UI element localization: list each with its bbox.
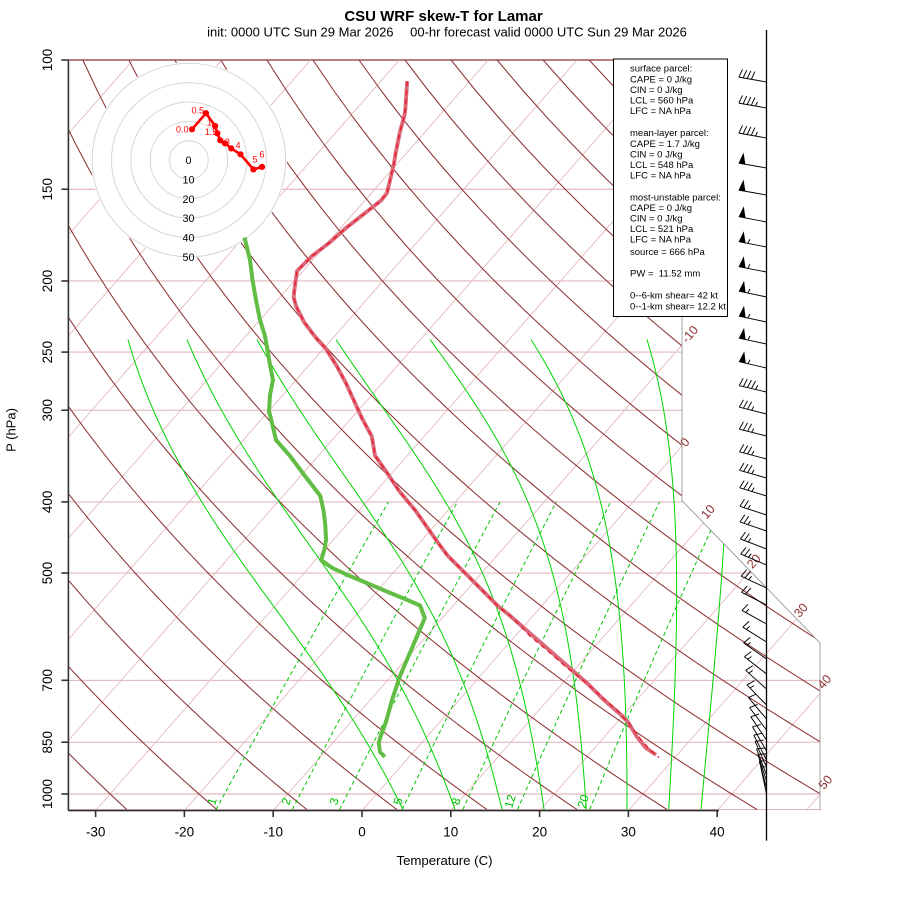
svg-text:3: 3 (327, 796, 342, 807)
svg-text:Temperature (C): Temperature (C) (396, 853, 492, 868)
svg-text:-30: -30 (86, 825, 106, 840)
svg-text:CAPE = 0 J/kg: CAPE = 0 J/kg (630, 203, 692, 214)
svg-text:500: 500 (40, 562, 55, 585)
svg-text:0: 0 (358, 825, 366, 840)
svg-text:5: 5 (252, 155, 257, 165)
svg-text:1.5: 1.5 (205, 127, 218, 137)
svg-text:850: 850 (40, 731, 55, 754)
svg-text:40: 40 (182, 233, 194, 245)
svg-text:PW = 11.52 mm: PW = 11.52 mm (630, 269, 700, 280)
svg-text:3: 3 (225, 137, 230, 147)
svg-text:400: 400 (40, 491, 55, 514)
svg-text:1: 1 (207, 118, 212, 128)
svg-text:most-unstable parcel:: most-unstable parcel: (630, 193, 721, 204)
svg-text:CAPE = 1.7 J/kg: CAPE = 1.7 J/kg (630, 139, 700, 150)
svg-text:LFC = NA hPa: LFC = NA hPa (630, 235, 692, 246)
svg-text:20: 20 (575, 793, 592, 810)
svg-text:0.0: 0.0 (176, 125, 189, 135)
svg-text:2: 2 (279, 796, 294, 807)
svg-text:LCL = 521 hPa: LCL = 521 hPa (630, 224, 694, 235)
svg-text:LFC = NA hPa: LFC = NA hPa (630, 171, 692, 182)
svg-text:20: 20 (532, 825, 547, 840)
svg-text:40: 40 (710, 825, 725, 840)
svg-text:30: 30 (621, 825, 636, 840)
svg-text:1000: 1000 (40, 779, 55, 809)
svg-text:CSU WRF skew-T for Lamar: CSU WRF skew-T for Lamar (344, 8, 543, 25)
svg-text:LCL = 548 hPa: LCL = 548 hPa (630, 160, 694, 171)
svg-text:250: 250 (40, 341, 55, 364)
svg-text:50: 50 (182, 252, 194, 264)
svg-text:100: 100 (40, 49, 55, 72)
svg-text:1: 1 (205, 796, 220, 807)
svg-text:CAPE = 0 J/kg: CAPE = 0 J/kg (630, 75, 692, 86)
svg-text:0--6-km shear= 42 kt: 0--6-km shear= 42 kt (630, 291, 718, 302)
svg-text:surface parcel:: surface parcel: (630, 64, 692, 75)
svg-text:300: 300 (40, 399, 55, 422)
svg-text:150: 150 (40, 178, 55, 201)
svg-text:CIN = 0 J/kg: CIN = 0 J/kg (630, 214, 683, 225)
svg-text:5: 5 (391, 796, 406, 807)
svg-text:30: 30 (182, 213, 194, 225)
svg-text:10: 10 (182, 174, 194, 186)
svg-text:4: 4 (235, 140, 240, 150)
svg-text:mean-layer parcel:: mean-layer parcel: (630, 128, 709, 139)
svg-text:0: 0 (185, 155, 191, 167)
svg-text:8: 8 (449, 796, 464, 807)
svg-text:0--1-km shear= 12.2 kt: 0--1-km shear= 12.2 kt (630, 302, 726, 313)
svg-text:-10: -10 (263, 825, 283, 840)
svg-text:init: 0000 UTC Sun 29 Mar 2026: init: 0000 UTC Sun 29 Mar 2026 00-hr for… (207, 25, 687, 40)
svg-text:-20: -20 (175, 825, 195, 840)
svg-text:LCL = 560 hPa: LCL = 560 hPa (630, 96, 694, 107)
svg-text:12: 12 (502, 793, 519, 810)
svg-text:CIN = 0 J/kg: CIN = 0 J/kg (630, 150, 683, 161)
svg-text:6: 6 (259, 150, 264, 160)
svg-text:P (hPa): P (hPa) (4, 408, 19, 452)
svg-text:200: 200 (40, 270, 55, 293)
svg-text:source = 666 hPa: source = 666 hPa (630, 247, 705, 258)
svg-text:10: 10 (443, 825, 458, 840)
svg-text:20: 20 (182, 194, 194, 206)
svg-text:LFC = NA hPa: LFC = NA hPa (630, 106, 692, 117)
svg-text:0.5: 0.5 (192, 106, 205, 116)
svg-text:CIN = 0 J/kg: CIN = 0 J/kg (630, 85, 683, 96)
svg-text:700: 700 (40, 669, 55, 692)
